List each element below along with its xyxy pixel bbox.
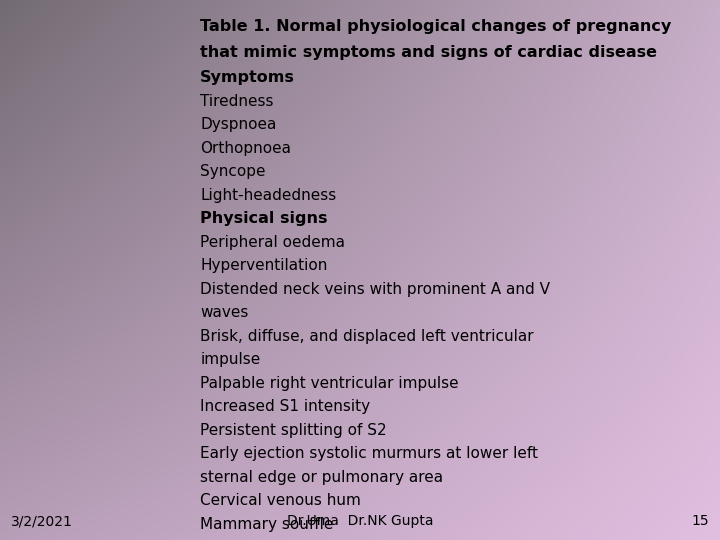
Text: Dyspnoea: Dyspnoea [200,117,276,132]
Text: Physical signs: Physical signs [200,211,328,226]
Text: Mammary souffle: Mammary souffle [200,516,333,531]
Text: Tiredness: Tiredness [200,94,274,109]
Text: 3/2/2021: 3/2/2021 [11,514,73,528]
Text: Light-headedness: Light-headedness [200,187,336,202]
Text: Orthopnoea: Orthopnoea [200,140,291,156]
Text: sternal edge or pulmonary area: sternal edge or pulmonary area [200,469,444,484]
Text: Brisk, diffuse, and displaced left ventricular: Brisk, diffuse, and displaced left ventr… [200,328,534,343]
Text: Persistent splitting of S2: Persistent splitting of S2 [200,422,387,437]
Text: impulse: impulse [200,352,261,367]
Text: Table 1. Normal physiological changes of pregnancy: Table 1. Normal physiological changes of… [200,19,672,34]
Text: Symptoms: Symptoms [200,70,295,85]
Text: Syncope: Syncope [200,164,266,179]
Text: Cervical venous hum: Cervical venous hum [200,493,361,508]
Text: 15: 15 [692,514,709,528]
Text: Peripheral oedema: Peripheral oedema [200,234,345,249]
Text: Hyperventilation: Hyperventilation [200,258,328,273]
Text: Palpable right ventricular impulse: Palpable right ventricular impulse [200,375,459,390]
Text: Dr.Uma  Dr.NK Gupta: Dr.Uma Dr.NK Gupta [287,514,433,528]
Text: that mimic symptoms and signs of cardiac disease: that mimic symptoms and signs of cardiac… [200,45,657,59]
Text: waves: waves [200,305,248,320]
Text: Increased S1 intensity: Increased S1 intensity [200,399,370,414]
Text: Early ejection systolic murmurs at lower left: Early ejection systolic murmurs at lower… [200,446,538,461]
Text: Distended neck veins with prominent A and V: Distended neck veins with prominent A an… [200,281,550,296]
